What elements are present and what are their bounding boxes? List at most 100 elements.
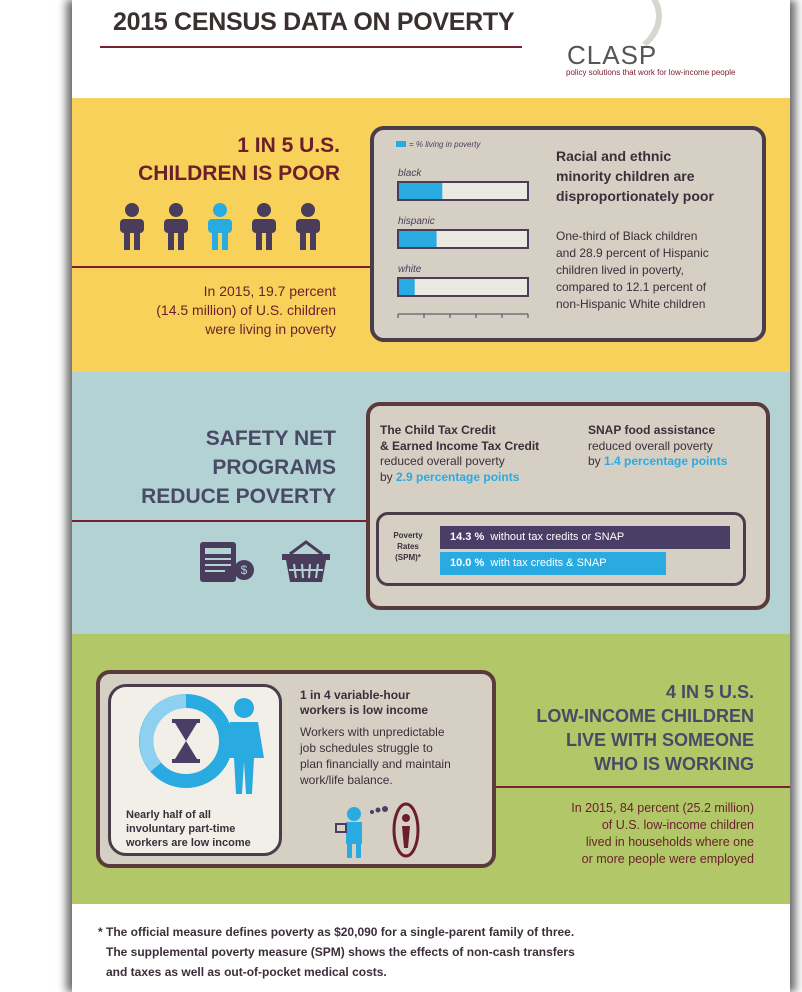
child-figures-icon bbox=[120, 203, 320, 250]
working-heading-line: 4 IN 5 U.S. bbox=[665, 682, 754, 702]
bar-white bbox=[399, 279, 415, 295]
footnote: * The official measure defines poverty a… bbox=[98, 922, 778, 982]
variable-hour-body-line: Workers with unpredictable bbox=[300, 725, 445, 739]
bar-black bbox=[399, 183, 443, 199]
variable-hour-title-line: workers is low income bbox=[300, 703, 429, 717]
working-heading-line: WHO IS WORKING bbox=[594, 754, 754, 774]
rate-bar-without: 14.3 % without tax credits or SNAP bbox=[440, 526, 730, 549]
ctc-value: 2.9 percentage points bbox=[396, 469, 520, 484]
working-body: In 2015, 84 percent (25.2 million) of U.… bbox=[500, 800, 754, 868]
variable-hour-title: 1 in 4 variable-hour workers is low inco… bbox=[300, 688, 490, 718]
page-title: 2015 CENSUS DATA ON POVERTY bbox=[113, 8, 515, 36]
rate-bar-with: 10.0 % with tax credits & SNAP bbox=[440, 552, 666, 575]
bar-track-white bbox=[397, 277, 529, 297]
inner-text-line: involuntary part-time bbox=[126, 823, 236, 835]
worker-woman-icon bbox=[224, 698, 264, 794]
section2-rule bbox=[72, 520, 372, 522]
inner-text-line: Nearly half of all bbox=[126, 809, 211, 821]
clasp-logo: CLASP bbox=[567, 40, 658, 70]
basket-icon bbox=[276, 538, 336, 584]
race-box-body-line: children lived in poverty, bbox=[556, 263, 684, 277]
race-box-body: One-third of Black children and 28.9 per… bbox=[556, 228, 762, 313]
woman-figure bbox=[222, 696, 268, 796]
children-body-line: In 2015, 19.7 percent bbox=[203, 283, 336, 299]
race-poverty-chart: black hispanic white bbox=[397, 168, 529, 318]
snap-line-by: by 1.4 percentage points bbox=[588, 454, 768, 470]
working-body-line: of U.S. low-income children bbox=[601, 818, 754, 832]
rate-bar-without-value: 14.3 % bbox=[450, 531, 485, 543]
ctc-text: The Child Tax Credit & Earned Income Tax… bbox=[380, 423, 580, 485]
hourglass-icon bbox=[139, 694, 233, 788]
taxes-icon: $ bbox=[196, 540, 256, 584]
section1-rule bbox=[72, 266, 372, 268]
children-heading-line: CHILDREN IS POOR bbox=[138, 162, 340, 185]
rate-bar-with-text: with tax credits & SNAP bbox=[490, 557, 607, 569]
working-body-line: In 2015, 84 percent (25.2 million) bbox=[571, 801, 754, 815]
working-heading: 4 IN 5 U.S. LOW-INCOME CHILDREN LIVE WIT… bbox=[500, 680, 754, 776]
race-box-body-line: non-Hispanic White children bbox=[556, 297, 706, 311]
race-box-title-line: minority children are bbox=[556, 168, 695, 184]
section3-rule bbox=[496, 786, 790, 788]
snap-line: reduced overall poverty bbox=[588, 438, 713, 453]
children-body: In 2015, 19.7 percent (14.5 million) of … bbox=[80, 282, 336, 339]
children-body-line: were living in poverty bbox=[205, 321, 336, 337]
ctc-line: & Earned Income Tax Credit bbox=[380, 438, 540, 453]
legend-label: = % living in poverty bbox=[409, 140, 481, 149]
safety-net-heading: SAFETY NET PROGRAMS REDUCE POVERTY bbox=[90, 424, 336, 511]
bar-hispanic bbox=[399, 231, 437, 247]
working-body-line: lived in households where one bbox=[585, 835, 754, 849]
snap-line: SNAP food assistance bbox=[588, 423, 716, 437]
children-heading-line: 1 IN 5 U.S. bbox=[237, 134, 340, 157]
inner-hourglass-text: Nearly half of all involuntary part-time… bbox=[126, 808, 282, 850]
children-heading: 1 IN 5 U.S. CHILDREN IS POOR bbox=[90, 132, 340, 188]
variable-hour-body-line: work/life balance. bbox=[300, 773, 393, 787]
safety-net-box bbox=[366, 402, 770, 610]
bar-label-hispanic: hispanic bbox=[398, 216, 435, 227]
shopping-basket-icon bbox=[282, 540, 330, 582]
ctc-by: by bbox=[380, 469, 397, 484]
chart-legend: = % living in poverty bbox=[396, 140, 480, 149]
snap-value: 1.4 percentage points bbox=[604, 454, 728, 468]
working-heading-line: LIVE WITH SOMEONE bbox=[565, 730, 754, 750]
working-body-line: or more people were employed bbox=[581, 852, 754, 866]
safety-net-heading-line: SAFETY NET bbox=[205, 427, 336, 450]
race-box-title-line: disproportionately poor bbox=[556, 188, 714, 204]
poverty-rates-box bbox=[376, 512, 746, 586]
ctc-line: reduced overall poverty bbox=[380, 454, 505, 468]
ctc-line: The Child Tax Credit bbox=[380, 423, 496, 437]
ctc-line-by: by 2.9 percentage points bbox=[380, 470, 580, 486]
working-heading-line: LOW-INCOME CHILDREN bbox=[536, 706, 754, 726]
race-box-title: Racial and ethnic minority children are … bbox=[556, 146, 762, 206]
variable-hour-body: Workers with unpredictable job schedules… bbox=[300, 724, 490, 788]
safety-net-heading-line: REDUCE POVERTY bbox=[141, 485, 336, 508]
children-body-line: (14.5 million) of U.S. children bbox=[156, 302, 336, 318]
bar-label-black: black bbox=[398, 168, 422, 179]
snap-text: SNAP food assistance reduced overall pov… bbox=[588, 423, 768, 470]
svg-text:$: $ bbox=[241, 563, 248, 577]
variable-hour-title-line: 1 in 4 variable-hour bbox=[300, 688, 411, 702]
hourglass-donut bbox=[138, 693, 234, 789]
race-box-body-line: compared to 12.1 percent of bbox=[556, 280, 707, 294]
legend-swatch bbox=[396, 141, 406, 147]
taxes-document-icon: $ bbox=[200, 542, 254, 582]
rate-bar-without-text: without tax credits or SNAP bbox=[490, 531, 625, 543]
parent-child-figure bbox=[334, 800, 434, 860]
rates-label-line: (SPM)* bbox=[395, 553, 421, 562]
race-box-title-line: Racial and ethnic bbox=[556, 148, 672, 164]
safety-net-heading-line: PROGRAMS bbox=[212, 456, 336, 479]
race-box-body-line: and 28.9 percent of Hispanic bbox=[556, 246, 709, 260]
children-icons bbox=[118, 200, 338, 252]
parent-thinking-icon bbox=[335, 802, 420, 858]
poverty-rates-label: Poverty Rates (SPM)* bbox=[384, 530, 432, 563]
race-box-body-line: One-third of Black children bbox=[556, 229, 698, 243]
variable-hour-body-line: plan financially and maintain bbox=[300, 757, 451, 771]
title-rule bbox=[100, 46, 522, 48]
footnote-line: The supplemental poverty measure (SPM) s… bbox=[106, 945, 575, 959]
clasp-tagline: policy solutions that work for low-incom… bbox=[566, 68, 736, 77]
rates-label-line: Rates bbox=[397, 542, 419, 551]
footnote-line: and taxes as well as out-of-pocket medic… bbox=[106, 965, 387, 979]
footnote-line: * The official measure defines poverty a… bbox=[98, 925, 575, 939]
inner-text-line: workers are low income bbox=[126, 837, 251, 849]
snap-by: by bbox=[588, 454, 605, 468]
bar-label-white: white bbox=[398, 264, 422, 275]
